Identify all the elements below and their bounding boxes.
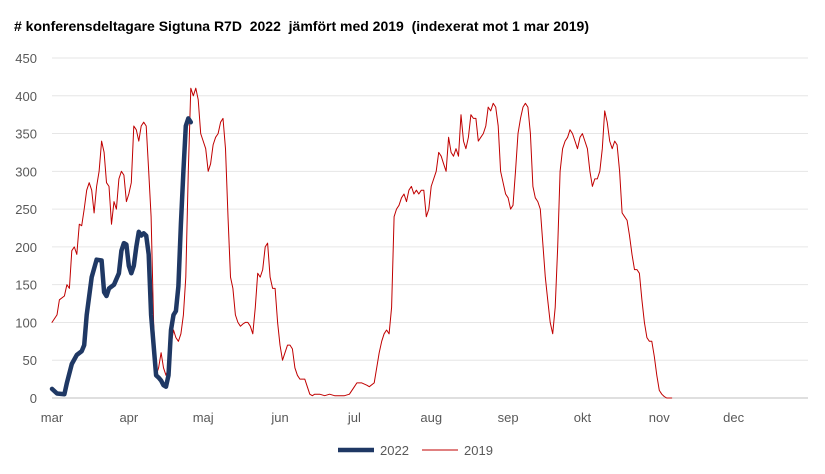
y-tick-label-0: 0 [30, 391, 37, 406]
x-tick-label-apr: apr [119, 410, 138, 425]
x-tick-label-okt: okt [574, 410, 592, 425]
y-tick-label-50: 50 [23, 353, 37, 368]
legend-label-2019: 2019 [464, 443, 493, 458]
x-tick-label-maj: maj [193, 410, 214, 425]
x-tick-label-dec: dec [723, 410, 744, 425]
x-tick-label-nov: nov [649, 410, 670, 425]
y-tick-label-100: 100 [15, 315, 37, 330]
y-tick-label-150: 150 [15, 278, 37, 293]
legend-label-2022: 2022 [380, 443, 409, 458]
y-tick-label-350: 350 [15, 127, 37, 142]
x-tick-label-jul: jul [347, 410, 361, 425]
chart-title: # konferensdeltagare Sigtuna R7D 2022 jä… [14, 18, 589, 34]
y-tick-label-200: 200 [15, 240, 37, 255]
y-tick-label-450: 450 [15, 51, 37, 66]
series-line-2022 [49, 116, 194, 397]
x-tick-label-mar: mar [41, 410, 64, 425]
y-tick-label-300: 300 [15, 164, 37, 179]
x-tick-label-sep: sep [498, 410, 519, 425]
y-tick-label-250: 250 [15, 202, 37, 217]
x-tick-label-jun: jun [270, 410, 288, 425]
y-tick-label-400: 400 [15, 89, 37, 104]
x-tick-label-aug: aug [420, 410, 442, 425]
